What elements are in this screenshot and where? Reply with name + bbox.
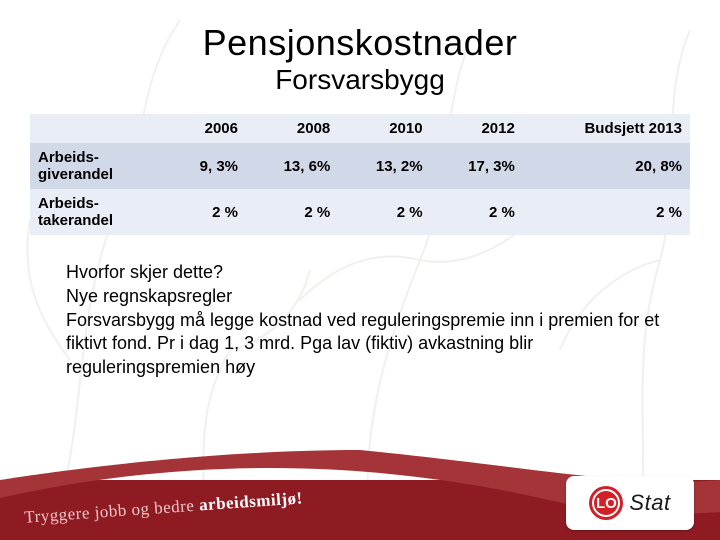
cell: 20, 8% — [523, 143, 690, 189]
cell: 2 % — [166, 189, 246, 235]
page-subtitle: Forsvarsbygg — [30, 64, 690, 96]
col-2012: 2012 — [431, 114, 523, 143]
col-budsjett-2013: Budsjett 2013 — [523, 114, 690, 143]
costs-table: 2006 2008 2010 2012 Budsjett 2013 Arbeid… — [30, 114, 690, 235]
cell: 2 % — [338, 189, 430, 235]
logo-badge: LO Stat — [566, 476, 694, 530]
table-row: Arbeids-giverandel 9, 3% 13, 6% 13, 2% 1… — [30, 143, 690, 189]
page-title: Pensjonskostnader — [30, 22, 690, 64]
col-2006: 2006 — [166, 114, 246, 143]
col-2008: 2008 — [246, 114, 338, 143]
body-line: Forsvarsbygg må legge kostnad ved regule… — [66, 309, 670, 380]
col-2010: 2010 — [338, 114, 430, 143]
cell: 13, 6% — [246, 143, 338, 189]
row-label-arbeidsgiver: Arbeids-giverandel — [30, 143, 166, 189]
table-corner-cell — [30, 114, 166, 143]
table-header-row: 2006 2008 2010 2012 Budsjett 2013 — [30, 114, 690, 143]
cell: 9, 3% — [166, 143, 246, 189]
body-line: Nye regnskapsregler — [66, 285, 670, 309]
cell: 2 % — [246, 189, 338, 235]
lo-circle-icon: LO — [589, 486, 623, 520]
cell: 2 % — [523, 189, 690, 235]
body-line: Hvorfor skjer dette? — [66, 261, 670, 285]
table-row: Arbeids-takerandel 2 % 2 % 2 % 2 % 2 % — [30, 189, 690, 235]
cell: 13, 2% — [338, 143, 430, 189]
logo-label: Stat — [629, 490, 670, 516]
cell: 2 % — [431, 189, 523, 235]
body-text: Hvorfor skjer dette? Nye regnskapsregler… — [66, 261, 670, 380]
cell: 17, 3% — [431, 143, 523, 189]
row-label-arbeidstaker: Arbeids-takerandel — [30, 189, 166, 235]
footer-banner: Tryggere jobb og bedre arbeidsmiljø! LO … — [0, 462, 720, 540]
